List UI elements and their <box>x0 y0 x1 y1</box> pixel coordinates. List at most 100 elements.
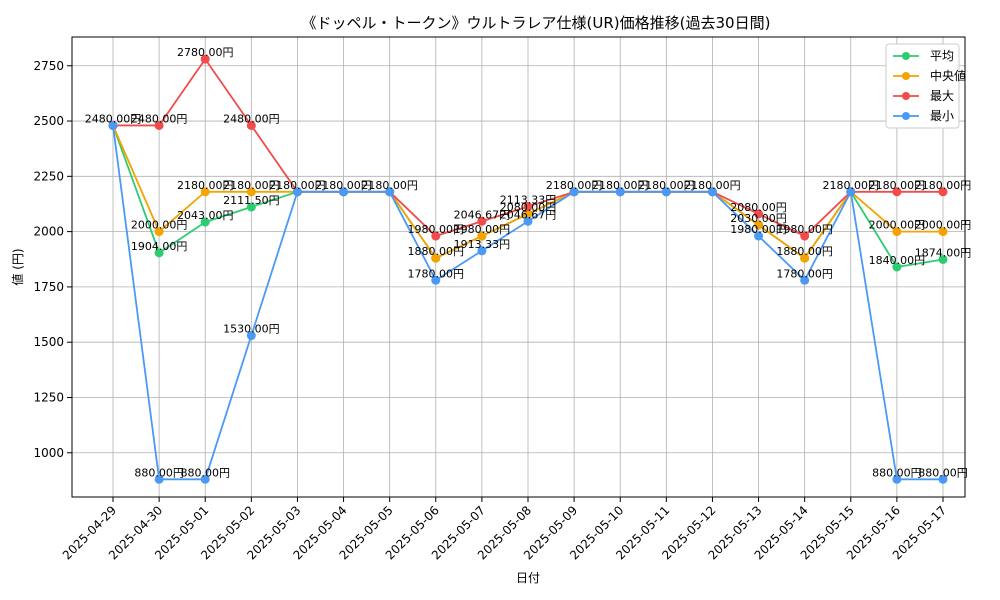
data-label: 1913.33円 <box>454 238 511 251</box>
series-1-point <box>200 217 210 227</box>
data-label: 2180.00円 <box>269 179 326 192</box>
plot-frame <box>71 36 966 498</box>
series-2-point <box>246 187 256 197</box>
series-4-point <box>246 331 256 341</box>
series-2-point <box>477 231 487 241</box>
legend-swatch-marker <box>902 112 910 120</box>
series-2-point <box>154 227 164 237</box>
data-label: 2043.00円 <box>177 209 234 222</box>
data-label: 1880.00円 <box>408 245 465 258</box>
data-label: 1980.00円 <box>408 223 465 236</box>
series-3-point <box>938 187 948 197</box>
data-label: 880.00円 <box>134 466 184 479</box>
series-3-point <box>154 120 164 130</box>
data-label: 2000.00円 <box>915 219 972 232</box>
data-label: 2180.00円 <box>684 179 741 192</box>
data-label: 880.00円 <box>180 466 230 479</box>
series-4-point <box>938 474 948 484</box>
data-label: 2480.00円 <box>223 112 280 125</box>
series-4-point <box>477 246 487 256</box>
legend-label: 中央値 <box>930 68 966 83</box>
series-1-point <box>246 202 256 212</box>
series-4-point <box>292 187 302 197</box>
data-label: 1904.00円 <box>131 240 188 253</box>
data-label: 1880.00円 <box>776 245 833 258</box>
data-label: 2180.00円 <box>823 179 880 192</box>
series-4-point <box>431 275 441 285</box>
legend-swatch-marker <box>902 72 910 80</box>
series-4-point <box>846 187 856 197</box>
data-label: 2080.00円 <box>730 201 787 214</box>
data-label: 2046.67円 <box>454 208 511 221</box>
data-label: 2030.00円 <box>730 212 787 225</box>
legend-label: 最大 <box>930 89 954 103</box>
y-tick-label: 1500 <box>33 335 64 349</box>
data-label: 2180.00円 <box>915 179 972 192</box>
y-tick-label: 2500 <box>33 114 64 128</box>
series-4-point <box>569 187 579 197</box>
series-2-point <box>523 209 533 219</box>
series-4-point <box>615 187 625 197</box>
data-label: 2000.00円 <box>869 219 926 232</box>
series-3-point <box>477 216 487 226</box>
data-label: 2080.00円 <box>500 201 557 214</box>
data-label: 1980.00円 <box>454 223 511 236</box>
series-1-point <box>154 248 164 258</box>
data-label: 2780.00円 <box>177 46 234 59</box>
series-1-point <box>938 254 948 264</box>
y-tick-label: 1750 <box>33 280 64 294</box>
data-label: 2000.00円 <box>131 219 188 232</box>
y-axis-title: 値 (円) <box>10 248 25 285</box>
series-3-point <box>431 231 441 241</box>
series-4-point <box>707 187 717 197</box>
data-label: 880.00円 <box>918 466 968 479</box>
series-2-point <box>431 253 441 263</box>
series-2-point <box>892 227 902 237</box>
y-tick-label: 2750 <box>33 59 64 73</box>
y-tick-label: 2000 <box>33 225 64 239</box>
data-label: 2480.00円 <box>85 112 142 125</box>
series-3-point <box>523 202 533 212</box>
series-4-point <box>154 474 164 484</box>
data-label: 2480.00円 <box>131 112 188 125</box>
series-3-point <box>754 209 764 219</box>
data-label: 2180.00円 <box>177 179 234 192</box>
series-3-point <box>892 187 902 197</box>
data-label: 1780.00円 <box>408 267 465 280</box>
y-tick-label: 1000 <box>33 446 64 460</box>
series-2-point <box>754 220 764 230</box>
data-label: 1874.00円 <box>915 246 972 259</box>
data-label: 2180.00円 <box>638 179 695 192</box>
data-label: 2113.33円 <box>500 194 557 207</box>
data-label: 1840.00円 <box>869 254 926 267</box>
data-label: 2180.00円 <box>869 179 926 192</box>
series-3-point <box>800 231 810 241</box>
series-2-point <box>800 253 810 263</box>
series-1-point <box>892 262 902 272</box>
y-tick-label: 1250 <box>33 390 64 404</box>
legend-swatch-marker <box>902 52 910 60</box>
data-label: 2180.00円 <box>592 179 649 192</box>
data-label: 1980.00円 <box>730 223 787 236</box>
series-4-point <box>754 231 764 241</box>
data-label: 1980.00円 <box>776 223 833 236</box>
legend-label: 平均 <box>930 49 954 63</box>
data-label: 2180.00円 <box>223 179 280 192</box>
series-layer <box>108 54 948 484</box>
y-tick-label: 2250 <box>33 169 64 183</box>
legend-label: 最小 <box>930 109 954 123</box>
data-label: 1530.00円 <box>223 323 280 336</box>
series-2-point <box>938 227 948 237</box>
data-label: 880.00円 <box>872 466 922 479</box>
series-4-point <box>800 275 810 285</box>
data-label: 2180.00円 <box>546 179 603 192</box>
data-label-layer: 2480.00円2480.00円2000.00円1904.00円880.00円2… <box>85 46 972 479</box>
series-4-point <box>339 187 349 197</box>
x-axis-title: 日付 <box>516 571 540 585</box>
data-label: 2046.67円 <box>500 208 557 221</box>
data-label: 1780.00円 <box>776 267 833 280</box>
